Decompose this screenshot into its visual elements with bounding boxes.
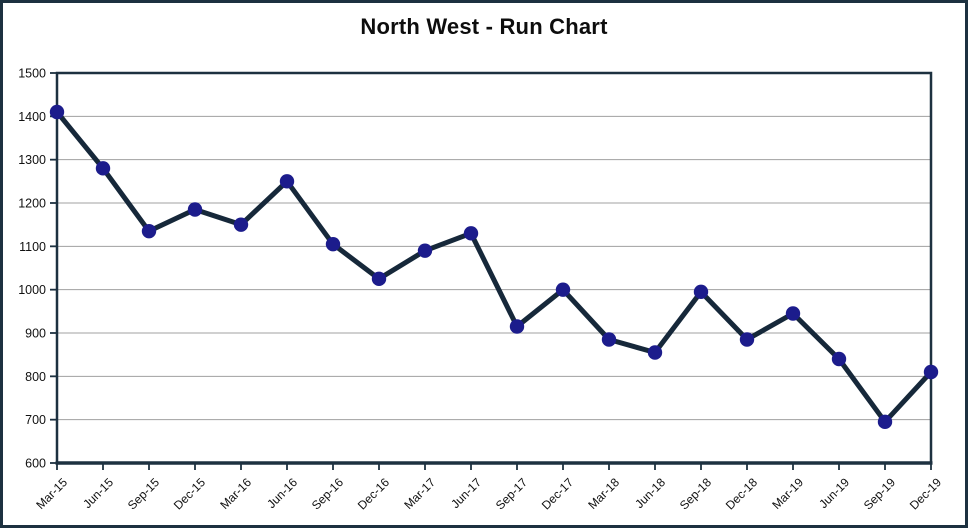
data-point [739, 332, 755, 347]
x-axis-label: Dec-18 [723, 475, 760, 512]
data-point [95, 161, 111, 176]
data-point [923, 364, 939, 380]
chart-title: North West - Run Chart [360, 14, 608, 39]
y-axis-label: 1400 [18, 110, 46, 124]
plot-border [55, 71, 933, 465]
plot-area: 600 700 800 900 1000 1100 1200 1300 1400 1500 Mar-… [18, 67, 944, 513]
data-point [279, 174, 295, 189]
x-axis-label: Dec-17 [539, 475, 576, 512]
data-point [647, 345, 663, 360]
x-axis-label: Sep-19 [861, 475, 898, 512]
y-axis-label: 1100 [19, 240, 46, 254]
y-axis-label: 600 [25, 457, 46, 471]
data-point [509, 319, 525, 334]
y-axis-label: 1000 [18, 283, 46, 297]
data-point [693, 284, 709, 300]
x-axis-label: Sep-16 [309, 475, 346, 512]
data-point [463, 226, 479, 241]
x-axis-label: Mar-15 [33, 475, 70, 512]
x-axis-label: Mar-18 [585, 475, 622, 512]
data-point [371, 271, 387, 287]
data-point [325, 236, 341, 252]
data-point [417, 243, 433, 258]
x-axis-label: Sep-17 [493, 475, 530, 512]
x-axis-label: Dec-19 [907, 475, 944, 512]
y-axis-label: 1500 [18, 67, 46, 81]
x-axis-label: Jun-19 [816, 475, 852, 511]
x-axis-label: Jun-17 [448, 475, 484, 511]
data-point [877, 414, 893, 430]
y-axis-label: 800 [25, 370, 46, 384]
x-axis-label: Mar-17 [401, 475, 438, 512]
x-axis-label: Jun-18 [632, 475, 668, 511]
data-point [601, 332, 617, 347]
x-axis-label: Mar-16 [217, 475, 254, 512]
data-point [187, 202, 203, 217]
y-axis-label: 1200 [18, 197, 46, 211]
x-axis-label: Sep-15 [125, 475, 162, 512]
data-point [233, 217, 249, 232]
x-axis-label: Dec-16 [355, 475, 392, 512]
data-point [49, 104, 65, 120]
data-point [141, 223, 157, 239]
x-axis-label: Jun-15 [80, 475, 116, 511]
x-axis-label: Mar-19 [769, 475, 806, 512]
x-axis-label: Dec-15 [171, 475, 208, 512]
data-point [831, 351, 847, 367]
y-axis-label: 900 [25, 327, 46, 341]
data-line [54, 109, 934, 425]
data-point [555, 282, 571, 297]
x-axis-label: Sep-18 [677, 475, 714, 512]
y-axis-label: 700 [25, 413, 46, 427]
y-axis-label: 1300 [18, 153, 46, 167]
x-axis-label: Jun-16 [264, 475, 300, 511]
data-point [785, 306, 801, 321]
